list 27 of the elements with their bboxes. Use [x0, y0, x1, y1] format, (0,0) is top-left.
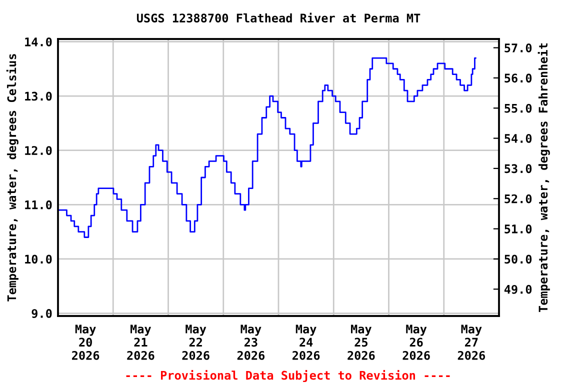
- y-tick-label: 12.0: [25, 146, 52, 155]
- text: ---- Provisional Data Subject to Revision ----: [126, 370, 450, 382]
- y2-tick-label: 49.0: [504, 284, 532, 294]
- y2-tick-label: 57.0: [504, 43, 532, 52]
- y-tick-label: 13.0: [25, 92, 52, 101]
- x-tick-label: May 25 2026: [348, 324, 375, 360]
- y2-tick-label: 50.0: [504, 254, 532, 264]
- y-tick-label: 11.0: [25, 200, 52, 210]
- x-tick-label: May 22 2026: [182, 324, 210, 360]
- y-tick-label: 10.0: [25, 254, 52, 264]
- chart-title: USGS 12388700 Flathead River at Perma MT: [136, 12, 420, 22]
- y2-tick-label: 54.0: [504, 134, 532, 143]
- x-tick-label: May 27 2026: [458, 324, 486, 360]
- x-tick-label: May 23 2026: [237, 324, 265, 360]
- x-tick-label: May 26 2026: [402, 324, 430, 360]
- y2-tick-label: 52.0: [504, 194, 532, 204]
- y-tick-label: 14.0: [25, 37, 52, 46]
- y2-tick-label: 53.0: [504, 164, 532, 174]
- x-tick-label: May 21 2026: [127, 324, 154, 360]
- y2-tick-label: 55.0: [504, 104, 532, 113]
- x-tick-label: May 20 2026: [72, 324, 100, 360]
- y-tick-label: 9.0: [32, 309, 52, 318]
- y2-tick-label: 51.0: [504, 224, 532, 234]
- y2-tick-label: 56.0: [504, 74, 532, 83]
- y2-axis-title: Temperature, water, degrees Fahrenheit: [538, 43, 550, 312]
- x-tick-label: May 24 2026: [292, 324, 320, 360]
- y-axis-title: Temperature, water, degrees Celsius: [6, 54, 18, 302]
